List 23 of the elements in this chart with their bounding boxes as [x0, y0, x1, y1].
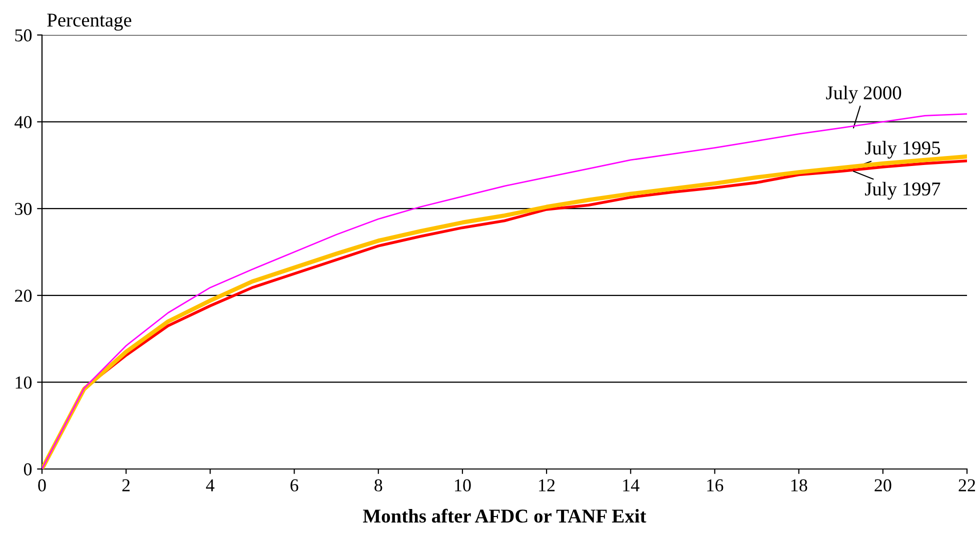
y-tick-label: 20 — [15, 290, 32, 302]
x-tick-label: 6 — [290, 479, 298, 492]
y-tick-label: 50 — [15, 29, 32, 42]
series-label: July 1995 — [864, 140, 940, 159]
x-tick-label: 4 — [206, 479, 214, 492]
x-tick-label: 18 — [791, 479, 808, 492]
y-tick-label: 0 — [24, 463, 32, 476]
x-tick-label: 10 — [455, 479, 471, 492]
x-tick-label: 16 — [707, 479, 724, 492]
series-label: July 2000 — [826, 86, 902, 104]
x-tick-label: 14 — [623, 479, 640, 492]
x-tick-label: 22 — [958, 479, 976, 492]
x-tick-label: 12 — [539, 479, 555, 492]
y-tick-label: 30 — [15, 202, 32, 216]
y-axis-title: Percentage — [47, 14, 132, 31]
x-tick-label: 20 — [874, 479, 892, 492]
x-tick-label: 2 — [122, 479, 130, 492]
x-axis-title: Months after AFDC or TANF Exit — [363, 508, 646, 523]
y-tick-label: 10 — [16, 376, 32, 389]
y-tick-label: 40 — [14, 116, 32, 128]
x-tick-label: 0 — [38, 479, 46, 492]
series-label: July 1997 — [864, 182, 940, 200]
x-tick-label: 8 — [374, 479, 382, 492]
